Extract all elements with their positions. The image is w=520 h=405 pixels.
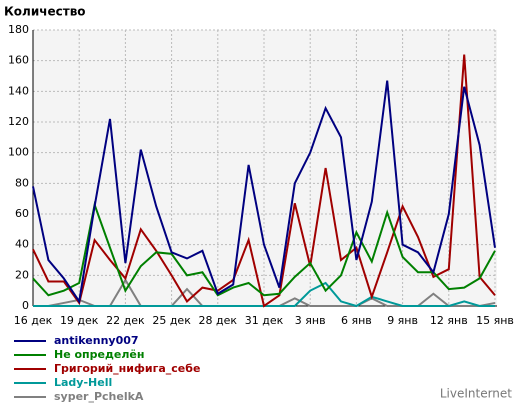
y-tick-label: 0 [22,299,29,312]
series-line [32,201,496,297]
x-tick-label: 25 дек [152,314,191,327]
legend-label: antikenny007 [54,334,139,347]
y-tick-label: 40 [15,238,29,251]
legend-label: Не определён [54,348,144,361]
footer-brand: LiveInternet [440,387,512,401]
x-tick-label: 12 янв [430,314,468,327]
x-tick-label: 22 дек [106,314,145,327]
y-tick-label: 80 [15,176,29,189]
legend-label: syper_PchelkA [54,390,144,403]
x-tick-label: 9 янв [387,314,418,327]
x-tick-label: 31 дек [245,314,284,327]
x-tick-label: 16 дек [14,314,53,327]
y-tick-label: 160 [8,54,29,67]
chart-title: Количество [4,5,86,19]
y-tick-label: 140 [8,84,29,97]
legend-label: Lady-Hell [54,376,112,389]
series-line [32,54,496,308]
legend-label: Григорий_нифига_себе [54,362,200,375]
y-tick-label: 20 [15,268,29,281]
x-tick-label: 6 янв [341,314,372,327]
x-tick-label: 19 дек [60,314,99,327]
x-tick-label: 15 янв [476,314,514,327]
series-line [32,80,496,305]
y-tick-label: 100 [8,146,29,159]
y-tick-label: 180 [8,23,29,36]
x-tick-label: 3 янв [295,314,326,327]
y-tick-label: 120 [8,115,29,128]
y-tick-label: 60 [15,207,29,220]
x-tick-label: 28 дек [199,314,238,327]
